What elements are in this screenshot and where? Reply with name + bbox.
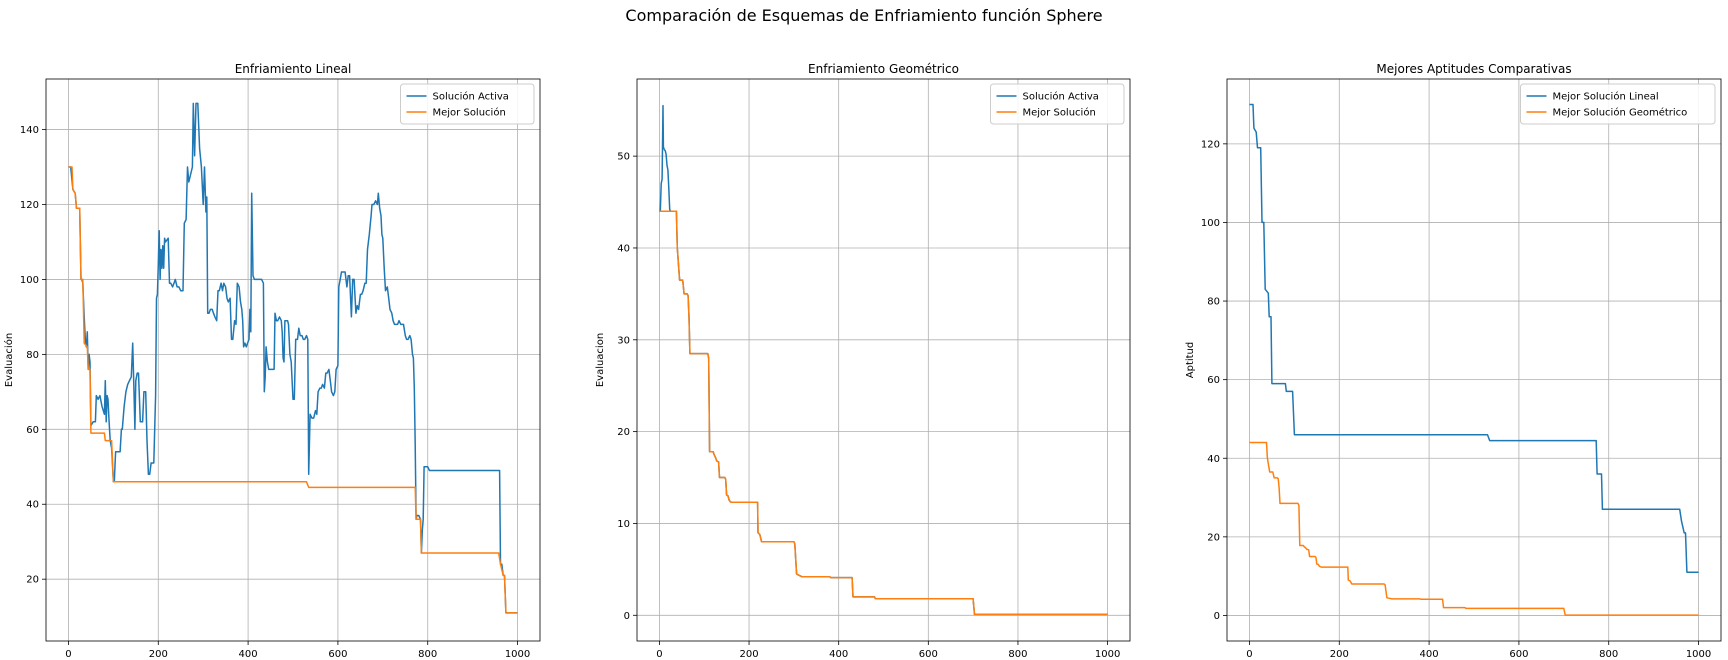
series-line-1 [659,104,1108,616]
y-axis-label: Evaluación [3,333,15,387]
y-tick-label: 10 [617,519,630,530]
x-tick-label: 600 [1509,649,1528,660]
y-tick-label: 100 [1201,218,1220,229]
chart-title: Enfriamiento Geométrico [808,62,959,76]
y-tick-label: 40 [617,243,630,254]
y-tick-label: 80 [26,350,39,361]
x-tick-label: 0 [65,649,71,660]
figure-suptitle: Comparación de Esquemas de Enfriamiento … [625,6,1102,25]
y-tick-label: 60 [1207,375,1220,386]
y-tick-label: 120 [20,200,39,211]
legend-label: Solución Activa [433,91,509,103]
x-tick-label: 800 [418,649,437,660]
legend-label: Mejor Solución Geométrico [1553,107,1688,119]
y-tick-label: 100 [20,275,39,286]
x-tick-label: 600 [919,649,938,660]
chart-3: 0 200 400 600 800 1000 0 20 40 60 80 100 120 Mejores … [1185,62,1722,660]
y-axis-label: Evaluacion [595,333,606,387]
axes-frame [1226,78,1722,642]
y-tick-label: 0 [1214,611,1220,622]
x-tick-label: 800 [1008,649,1027,660]
series-line-1 [68,102,518,614]
legend: Solución Activa Mejor Solución [990,83,1125,125]
legend-label: Solución Activa [1023,91,1099,103]
y-axis-label: Aptitud [1185,342,1196,379]
legend-label: Mejor Solución [1023,107,1096,119]
y-tick-label: 40 [26,500,39,511]
y-tick-label: 20 [617,427,630,438]
legend-box [400,83,535,125]
x-tick-label: 800 [1599,649,1618,660]
x-tick-label: 200 [739,649,758,660]
y-tick-label: 50 [617,152,630,163]
series-line-1 [1249,103,1699,573]
series-line-2 [659,210,1108,616]
x-tick-label: 400 [829,649,848,660]
chart-title: Enfriamiento Lineal [235,62,352,76]
x-tick-label: 400 [239,649,258,660]
x-tick-label: 600 [328,649,347,660]
legend: Solución Activa Mejor Solución [400,83,535,125]
axes-frame [636,78,1131,642]
series-line-2 [68,166,518,614]
y-tick-label: 20 [26,575,39,586]
legend-box [1520,83,1716,125]
x-tick-label: 0 [1246,649,1252,660]
legend-box [990,83,1125,125]
y-tick-label: 140 [20,125,39,136]
y-tick-label: 80 [1207,297,1220,308]
y-tick-label: 120 [1201,139,1220,150]
x-tick-label: 1000 [1095,649,1120,660]
legend-label: Mejor Solución [433,107,506,119]
legend-label: Mejor Solución Lineal [1553,91,1659,103]
chart-2: 0 200 400 600 800 1000 0 10 20 30 40 50 Enfriamiento… [595,62,1131,660]
chart-title: Mejores Aptitudes Comparativas [1376,62,1571,76]
x-tick-label: 400 [1420,649,1439,660]
y-tick-label: 0 [624,611,630,622]
x-tick-label: 1000 [505,649,530,660]
legend: Mejor Solución Lineal Mejor Solución Geom… [1520,83,1716,125]
x-tick-label: 1000 [1686,649,1711,660]
y-tick-label: 20 [1207,532,1220,543]
y-tick-label: 40 [1207,454,1220,465]
x-tick-label: 200 [1330,649,1349,660]
y-tick-label: 30 [617,335,630,346]
x-tick-label: 0 [656,649,662,660]
x-tick-label: 200 [149,649,168,660]
chart-1: 0 200 400 600 800 1000 20 40 60 80 100 120 140 Enfria… [3,62,541,660]
series-line-2 [1249,441,1699,616]
y-tick-label: 60 [26,425,39,436]
axes-frame [45,78,541,642]
